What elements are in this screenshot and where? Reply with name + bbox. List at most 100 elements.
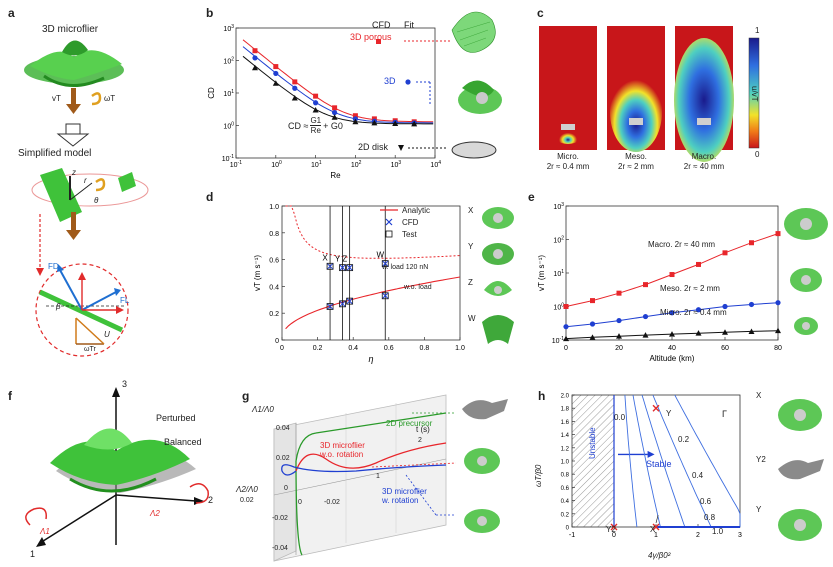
y-tick-label: 1.8: [561, 407, 570, 413]
data-point: [748, 301, 755, 308]
legend-fit: Fit: [404, 20, 414, 30]
macro-flow-map: [674, 26, 734, 162]
x-tick-label: 102: [351, 160, 362, 169]
y-tick-label: 1.6: [561, 420, 570, 426]
wing-right: [118, 172, 136, 192]
y-tick-label: 0.6: [561, 486, 570, 492]
tick-l2-0: 0: [298, 499, 302, 506]
beta-label: β: [56, 302, 61, 311]
data-point: [695, 330, 702, 336]
x-tick-label: 40: [668, 345, 676, 352]
axis-l1-label: Λ1/Λ0: [252, 405, 274, 414]
panel-label: g: [242, 389, 250, 403]
omega-label: ωT: [104, 94, 116, 103]
y-tick-label: 0.6: [269, 258, 279, 265]
x-tick-label: 103: [391, 160, 402, 169]
y-tick-label: 103: [223, 24, 234, 33]
x-tick-label: 10-1: [230, 160, 242, 169]
panel-d: d 0 0.2 0.4 0.6 0.8 1.0 0 0.2 0.4 0.6 0.8 1.0 η vT (m…: [190, 188, 520, 368]
cfd-marker: [327, 263, 333, 270]
y-tick-label: 0.8: [269, 231, 279, 238]
shape-label-x: X: [756, 391, 762, 400]
design-point: [610, 523, 618, 531]
cfd-marker: [327, 303, 333, 310]
contour-label-0: 0.0: [614, 413, 626, 422]
data-point: [722, 303, 728, 310]
y-tick-label: 10-1: [222, 154, 234, 163]
theta-label: θ: [94, 196, 99, 205]
analytic-line-noload: [285, 276, 461, 330]
flow-field-maps: [539, 26, 760, 162]
x-tick-label: 100: [271, 160, 282, 169]
phase-trajectory-3d-plot: [273, 394, 508, 562]
x-axis-label: Altitude (km): [650, 354, 695, 363]
shape-y-icon: [482, 243, 514, 265]
microflier-3d-shape: [24, 40, 124, 88]
caption-macro: Macro. 2r ≈ 40 mm: [669, 152, 739, 172]
tick-t-2: 2: [418, 437, 422, 444]
meso-shape-icon: [790, 268, 822, 292]
axis-t-label: t (s): [416, 425, 430, 434]
colorbar-top: 1: [755, 26, 760, 35]
panel-g: g Λ1/Λ0 Λ2/Λ0 t (s) 0.04 0.02 0 -0.02 -0…: [236, 375, 526, 567]
legend-marker-2d-disk: [398, 145, 404, 151]
label-2d-disk: 2D disk: [358, 142, 389, 152]
fit-line: [242, 39, 434, 123]
shape-w-icon: [482, 315, 514, 344]
axis-1-line: [39, 494, 117, 544]
y-tick-label: 1.2: [561, 446, 570, 452]
data-point: [291, 95, 298, 101]
fd-label: FD: [48, 262, 59, 271]
gamma-contour: [674, 394, 741, 527]
colorbar-label: u/vT: [750, 86, 759, 102]
data-point: [616, 333, 622, 339]
x-axis-label: 4γ/β0²: [648, 551, 671, 560]
data-point: [313, 100, 319, 106]
y-tick-label: 101: [223, 89, 234, 98]
point-label: Y: [335, 255, 341, 264]
data-point: [748, 328, 755, 334]
y-tick-label: 100: [553, 303, 564, 312]
y-tick-label: 10-1: [552, 336, 564, 345]
tick-t-1: 1: [376, 473, 380, 480]
data-point: [292, 85, 298, 91]
shape-y-icon: [778, 509, 822, 541]
data-point: [273, 64, 279, 70]
x-tick-label: 101: [311, 160, 322, 169]
panel-f: f 1 2 3 Perturbed Balanced Λ1 Λ2: [0, 375, 230, 567]
no-rotation-trajectory: [295, 442, 447, 472]
simplified-model-title: Simplified model: [18, 148, 92, 159]
fit-line: [242, 46, 434, 124]
data-point: [331, 109, 338, 116]
cfd-marker: [339, 300, 346, 307]
panel-label: c: [537, 6, 544, 20]
caption-micro: Micro. 2r ≈ 0.4 mm: [533, 152, 603, 172]
caption-micro-size: 2r ≈ 0.4 mm: [546, 162, 590, 171]
series-label-rotation: 3D microflier w. rotation: [382, 487, 427, 505]
3d-shape-icon: [458, 80, 502, 114]
stable-label: Stable: [646, 459, 672, 469]
test-marker: [381, 260, 389, 268]
shape-x-icon: [482, 207, 514, 229]
y-tick-label: 0: [275, 338, 279, 345]
label-3d-porous: 3D porous: [350, 32, 392, 42]
rotation-shape-icon: [464, 509, 500, 533]
panel-label: b: [206, 6, 214, 20]
x-tick-label: 0.4: [348, 345, 358, 352]
macro-shape-icon: [784, 208, 828, 240]
panel-label: e: [528, 190, 535, 204]
vt-label: vT: [52, 94, 61, 103]
data-point: [616, 317, 622, 324]
gamma-contour: [632, 394, 661, 528]
gamma-contour: [641, 394, 686, 528]
caption-meso-size: 2r ≈ 2 mm: [618, 162, 654, 171]
perturbed-shape: [50, 428, 190, 493]
legend-test-marker: [385, 230, 393, 238]
tick-l2-002: 0.02: [240, 497, 254, 504]
x-tick-label: 3: [738, 532, 742, 539]
panel-b: b 10-1 100 101 102 103 104 10-1 100 101 102 103 Re C…: [190, 0, 510, 185]
point-label-x: X: [650, 525, 656, 534]
x-tick-label: 0: [612, 532, 616, 539]
formula-tail: + G0: [323, 120, 343, 131]
data-point: [563, 335, 569, 342]
